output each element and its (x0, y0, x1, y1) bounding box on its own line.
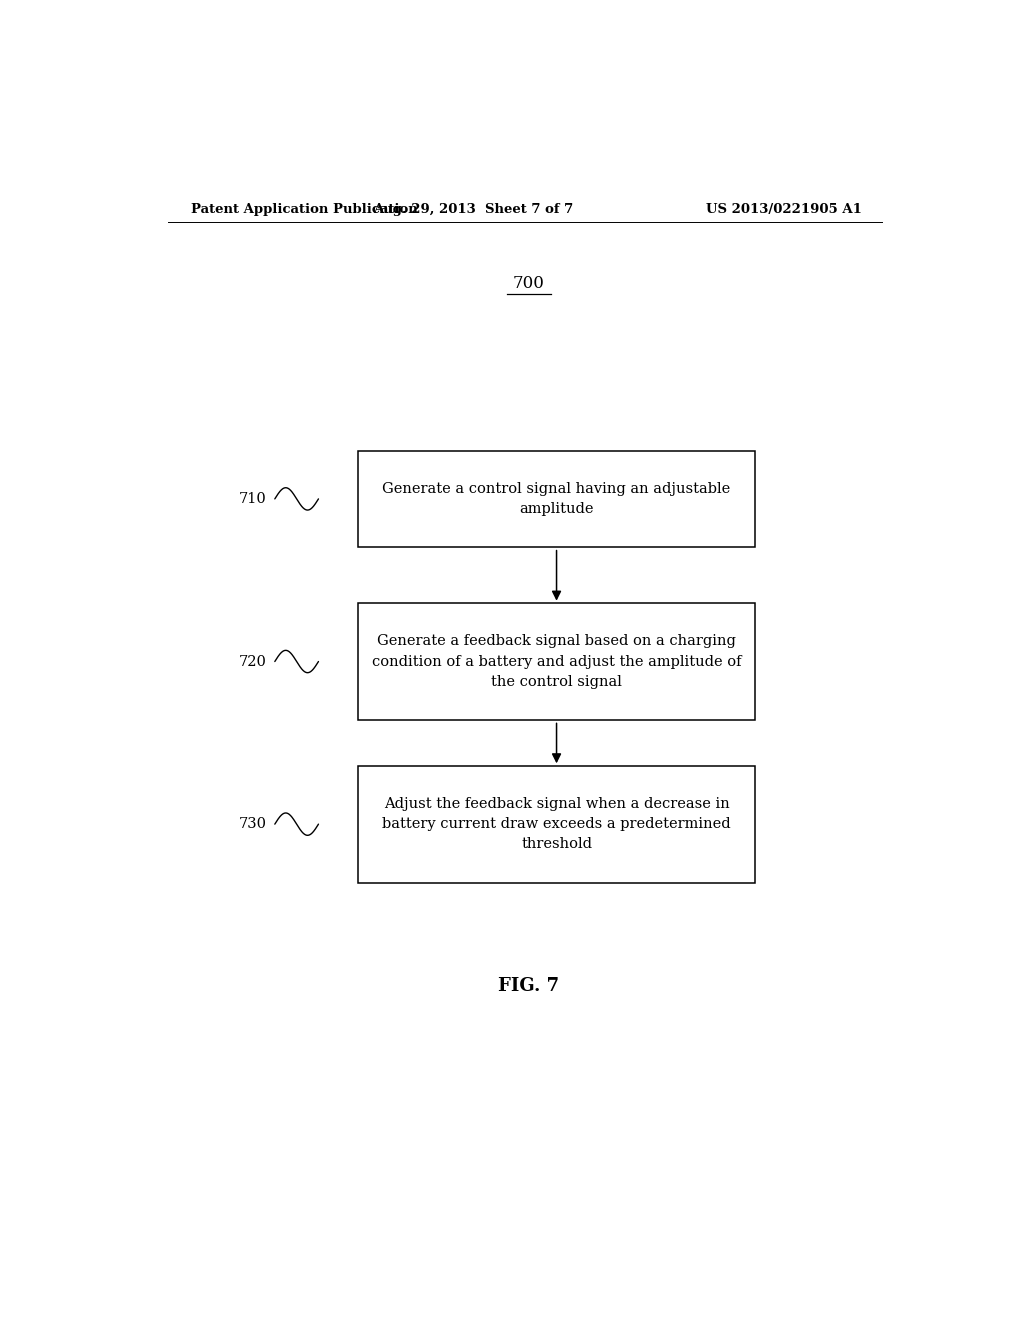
Text: Generate a control signal having an adjustable
amplitude: Generate a control signal having an adju… (382, 482, 731, 516)
Bar (358, 603, 755, 719)
Text: FIG. 7: FIG. 7 (499, 977, 559, 994)
Text: Patent Application Publication: Patent Application Publication (191, 203, 418, 216)
Bar (358, 766, 755, 883)
Text: Adjust the feedback signal when a decrease in
battery current draw exceeds a pre: Adjust the feedback signal when a decrea… (382, 797, 731, 851)
Text: 710: 710 (240, 492, 267, 506)
Text: 730: 730 (239, 817, 267, 832)
Text: 700: 700 (513, 276, 545, 292)
Text: US 2013/0221905 A1: US 2013/0221905 A1 (707, 203, 862, 216)
Bar (358, 450, 755, 548)
Text: 720: 720 (239, 655, 267, 668)
Text: Generate a feedback signal based on a charging
condition of a battery and adjust: Generate a feedback signal based on a ch… (372, 635, 741, 689)
Text: Aug. 29, 2013  Sheet 7 of 7: Aug. 29, 2013 Sheet 7 of 7 (373, 203, 573, 216)
